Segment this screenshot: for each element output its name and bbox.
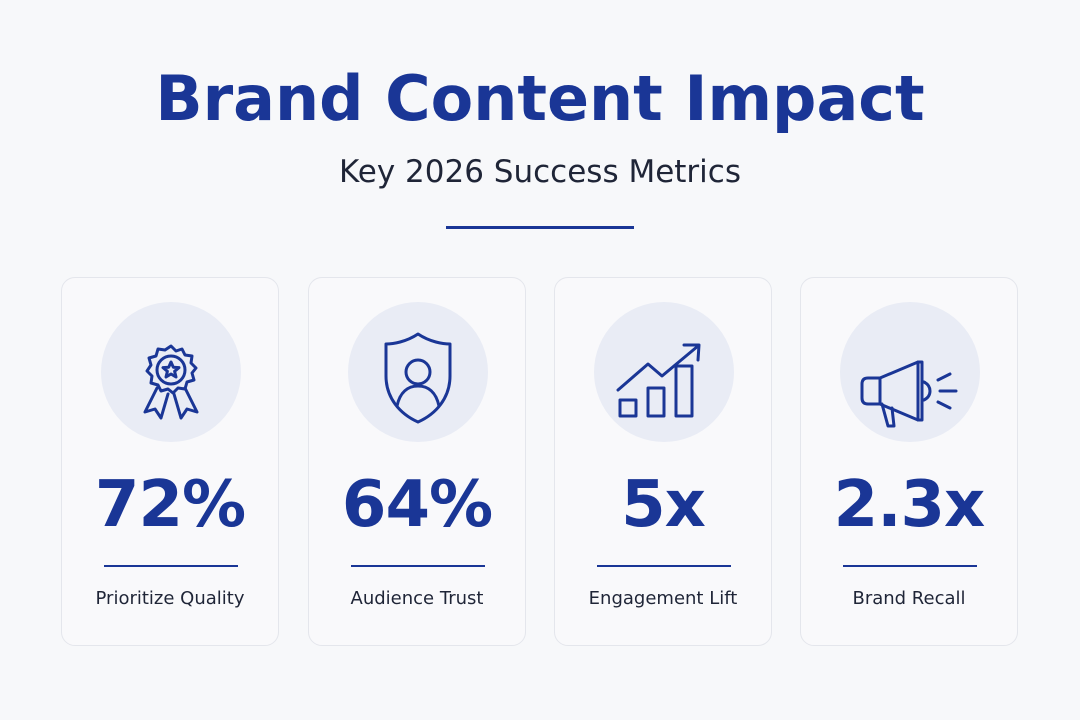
title-divider (446, 226, 634, 229)
metric-divider (843, 565, 977, 567)
growth-chart-icon (616, 343, 701, 418)
page-title: Brand Content Impact (155, 62, 925, 135)
page-subtitle: Key 2026 Success Metrics (339, 154, 741, 190)
metric-value: 72% (94, 468, 246, 542)
megaphone-icon (860, 360, 958, 428)
metric-value: 64% (341, 468, 493, 542)
metric-label: Brand Recall (852, 588, 966, 609)
metric-label: Engagement Lift (588, 588, 738, 609)
metric-card-quality: 72% Prioritize Quality (61, 277, 279, 646)
metric-label: Prioritize Quality (95, 588, 245, 609)
metric-value: 2.3x (833, 468, 986, 542)
metric-card-recall: 2.3x Brand Recall (800, 277, 1018, 646)
icon-badge (840, 302, 980, 442)
icon-badge (101, 302, 241, 442)
award-ribbon-icon (143, 344, 199, 420)
icon-badge (594, 302, 734, 442)
metric-card-engagement: 5x Engagement Lift (554, 277, 772, 646)
metric-divider (597, 565, 731, 567)
shield-user-icon (384, 332, 452, 424)
metric-divider (351, 565, 485, 567)
icon-badge (348, 302, 488, 442)
metric-card-trust: 64% Audience Trust (308, 277, 526, 646)
metric-value: 5x (621, 468, 706, 542)
metric-divider (104, 565, 238, 567)
metric-label: Audience Trust (350, 588, 484, 609)
